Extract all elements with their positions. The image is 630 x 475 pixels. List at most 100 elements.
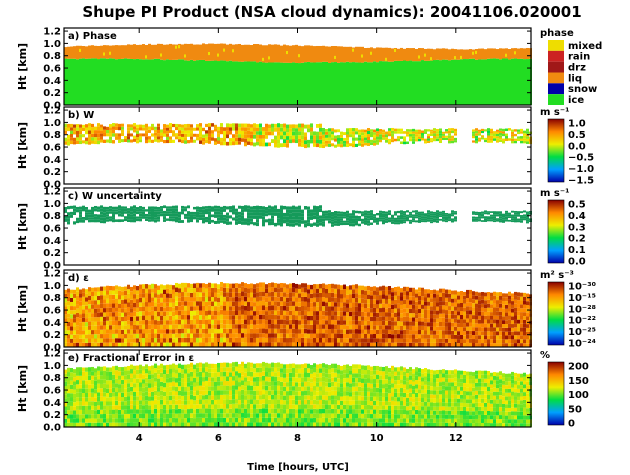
w-uncertainty-cell [304, 206, 307, 210]
epsilon-cell [460, 299, 463, 304]
frac-error-cell [193, 422, 196, 427]
epsilon-cell [118, 329, 121, 335]
w-uncertainty-cell [511, 218, 514, 221]
phase-ice-cell [370, 62, 373, 105]
frac-error-cell [136, 396, 139, 401]
w-cell [232, 137, 235, 142]
w-uncertainty-cell [238, 217, 241, 221]
epsilon-cell [496, 323, 499, 328]
epsilon-cell [103, 286, 106, 291]
w-uncertainty-cell [331, 216, 334, 220]
epsilon-cell [388, 342, 391, 347]
epsilon-cell [175, 328, 178, 334]
epsilon-cell [457, 323, 460, 328]
epsilon-cell [466, 306, 469, 311]
epsilon-cell [127, 333, 130, 339]
frac-error-cell [187, 377, 190, 383]
w-cell [367, 131, 370, 135]
frac-error-cell [121, 422, 124, 427]
frac-error-cell [202, 377, 205, 382]
frac-error-cell [151, 422, 154, 427]
phase-liq-cell [271, 44, 274, 63]
w-cell [259, 127, 262, 132]
epsilon-cell [265, 288, 268, 294]
w-uncertainty-cell [118, 213, 121, 217]
frac-error-cell [190, 399, 193, 405]
phase-mixed-cell [175, 45, 177, 49]
epsilon-cell [259, 282, 262, 288]
w-uncertainty-cell [412, 210, 415, 213]
epsilon-cell [379, 325, 382, 330]
epsilon-cell [493, 319, 496, 324]
w-cell [283, 127, 286, 132]
frac-error-cell [148, 392, 151, 397]
epsilon-cell [352, 338, 355, 343]
epsilon-cell [373, 338, 376, 343]
frac-error-cell [106, 380, 109, 385]
phase-liq-cell [469, 49, 472, 59]
w-cell [199, 126, 202, 131]
phase-ice-cell [106, 58, 109, 105]
w-uncertainty-cell [421, 211, 424, 214]
phase-ice-cell [232, 61, 235, 105]
w-cell [250, 141, 253, 146]
epsilon-cell [487, 307, 490, 312]
epsilon-cell [127, 311, 130, 316]
epsilon-cell [304, 296, 307, 302]
epsilon-cell [370, 342, 373, 347]
frac-error-cell [205, 394, 208, 400]
epsilon-cell [268, 342, 271, 347]
epsilon-cell [205, 328, 208, 334]
epsilon-cell [277, 328, 280, 334]
w-uncertainty-cell [202, 212, 205, 215]
frac-error-cell [127, 379, 130, 384]
w-uncertainty-cell [526, 219, 529, 222]
w-cell [430, 138, 433, 141]
frac-error-cell [139, 364, 142, 370]
frac-error-cell [208, 372, 211, 378]
epsilon-cell [511, 343, 514, 347]
frac-error-cell [103, 375, 106, 380]
w-cell [340, 137, 343, 142]
epsilon-cell [298, 342, 301, 347]
epsilon-cell [439, 334, 442, 339]
w-cell [175, 136, 178, 140]
w-uncertainty-cell [289, 223, 292, 227]
w-cell [517, 136, 520, 139]
frac-error-cell [70, 384, 73, 390]
w-cell [373, 129, 376, 133]
epsilon-cell [331, 328, 334, 334]
epsilon-cell [157, 285, 160, 290]
w-uncertainty-cell [490, 218, 493, 220]
phase-ice-cell [493, 58, 496, 105]
w-uncertainty-cell [160, 213, 163, 217]
w-uncertainty-cell [262, 219, 265, 224]
w-uncertainty-cell [118, 210, 121, 214]
epsilon-cell [349, 311, 352, 317]
frac-error-cell [64, 369, 67, 374]
w-cell [511, 136, 514, 139]
w-uncertainty-cell [142, 211, 145, 215]
w-uncertainty-cell [484, 220, 487, 222]
frac-error-cell [85, 401, 88, 406]
w-cell [418, 129, 421, 132]
epsilon-cell [121, 329, 124, 335]
w-uncertainty-cell [112, 217, 115, 220]
epsilon-cell [472, 343, 475, 347]
phase-liq-cell [148, 43, 151, 60]
w-cell [232, 123, 235, 127]
phase-liq-cell [523, 48, 526, 60]
epsilon-cell [328, 315, 331, 320]
w-cell [376, 139, 379, 143]
phase-ice-cell [121, 58, 124, 105]
epsilon-cell [526, 312, 529, 317]
y-tick-label: 1.2 [43, 106, 61, 117]
frac-error-cell [190, 413, 193, 418]
epsilon-cell [370, 308, 373, 313]
epsilon-cell [214, 283, 217, 288]
frac-error-cell [181, 373, 184, 379]
epsilon-cell [310, 338, 313, 343]
w-cell [451, 128, 454, 131]
w-cell [223, 134, 226, 139]
epsilon-cell [253, 320, 256, 325]
